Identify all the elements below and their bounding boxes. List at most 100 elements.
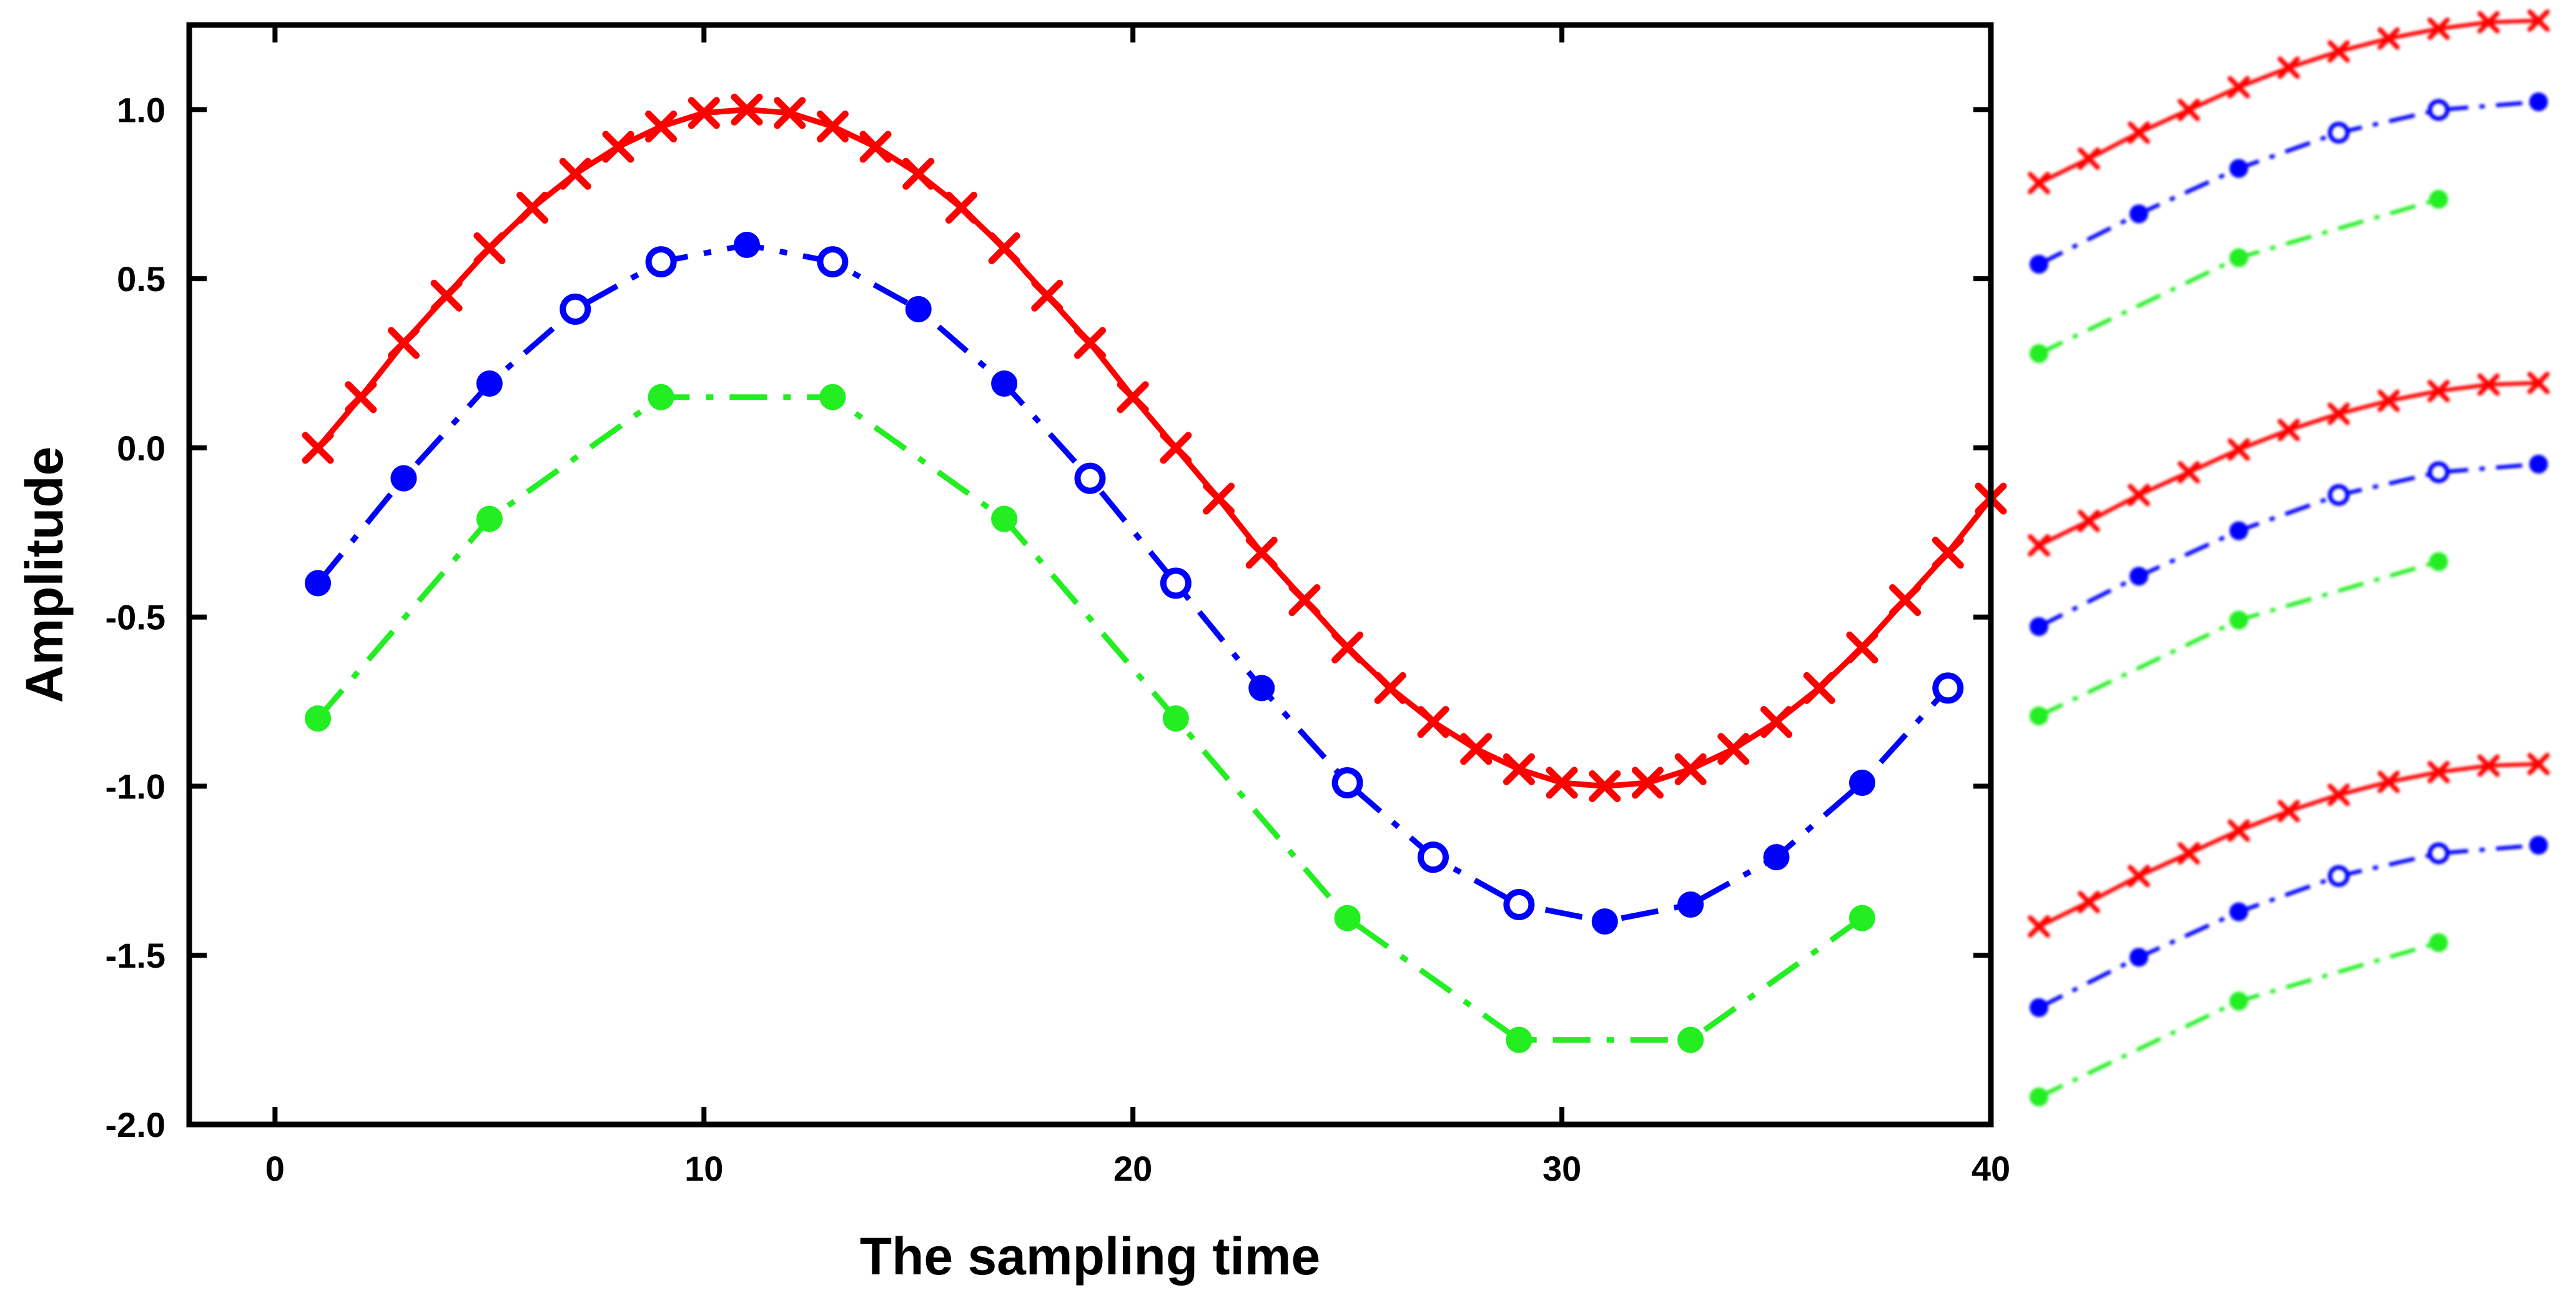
marker-stroke	[774, 97, 806, 129]
series-marker-red	[1331, 631, 1364, 663]
series-marker-red	[602, 131, 634, 163]
y-tick-label: 0.5	[117, 259, 165, 299]
series-marker-red	[859, 131, 892, 163]
series-line-green	[2038, 940, 2439, 1099]
marker-stroke	[2277, 419, 2300, 442]
marker-stroke	[1589, 770, 1621, 802]
series-marker-blue	[733, 232, 760, 258]
ticks-layer: 0 10 20 30 40 1.0 0.5 0.0 -0.5 -1.0 -1.5 -2.0	[106, 25, 2010, 1188]
series-marker-red	[1117, 381, 1149, 414]
series-marker-red	[1460, 733, 1493, 765]
marker-stroke	[559, 157, 591, 190]
series-marker-red	[2228, 76, 2250, 99]
series-marker-red	[2078, 510, 2100, 532]
marker-stroke	[2327, 783, 2350, 806]
series-marker-blue	[2229, 159, 2248, 178]
series-marker-blue	[1503, 889, 1535, 920]
inset-band-2	[2028, 372, 2550, 725]
x-tick-label: 0	[265, 1149, 285, 1188]
series-marker-red	[2277, 419, 2300, 442]
series-marker-green	[2229, 991, 2248, 1011]
series-marker-blue	[2529, 455, 2548, 474]
plot-frame	[186, 22, 1994, 1128]
series-marker-green	[648, 384, 674, 410]
series-marker-red	[302, 432, 334, 464]
series-marker-red	[2477, 11, 2500, 34]
series-marker-red	[516, 191, 549, 224]
series-marker-blue	[1932, 672, 1964, 704]
marker-stroke	[2178, 842, 2200, 865]
marker-stroke	[2178, 461, 2200, 484]
marker-stroke	[2327, 40, 2350, 63]
series-marker-red	[2277, 56, 2300, 79]
series-marker-red	[1932, 537, 1964, 569]
series-marker-blue	[2327, 121, 2350, 144]
series-marker-blue	[390, 465, 417, 492]
series-marker-red	[345, 381, 377, 414]
series-marker-green	[1162, 705, 1189, 732]
marker-stroke	[1674, 753, 1707, 785]
series-marker-blue	[991, 370, 1018, 397]
y-tick-label: -1.5	[106, 936, 166, 975]
series-marker-red	[2178, 842, 2200, 865]
marker-stroke	[945, 191, 977, 224]
marker-stroke	[1331, 631, 1364, 663]
series-marker-red	[2377, 389, 2400, 412]
marker-stroke	[602, 131, 634, 163]
series-marker-blue	[2229, 521, 2248, 540]
series-marker-red	[2078, 147, 2100, 170]
x-tick-label: 30	[1542, 1149, 1581, 1188]
marker-stroke	[1417, 706, 1449, 738]
series-marker-red	[559, 157, 591, 190]
series-layer	[302, 93, 2007, 1053]
series-marker-red	[1803, 672, 1835, 704]
series-marker-red	[2277, 800, 2300, 823]
series-marker-red	[2128, 484, 2150, 507]
x-axis-title: The sampling time	[860, 1227, 1320, 1286]
series-marker-blue	[305, 570, 332, 597]
marker-stroke	[1374, 672, 1406, 704]
marker-stroke	[2028, 915, 2050, 938]
series-marker-red	[2228, 438, 2250, 461]
marker-stroke	[731, 93, 763, 126]
marker-stroke	[2078, 510, 2100, 532]
series-marker-red	[2327, 783, 2350, 806]
series-marker-green	[1677, 1026, 1704, 1053]
marker-stroke	[2078, 147, 2100, 170]
series-marker-red	[2427, 380, 2450, 402]
x-tick-label: 20	[1113, 1149, 1152, 1188]
series-marker-red	[2327, 40, 2350, 63]
marker-stroke	[1932, 537, 1964, 569]
series-marker-red	[1760, 706, 1793, 738]
series-marker-red	[2128, 865, 2150, 888]
series-marker-red	[430, 279, 463, 312]
marker-stroke	[1245, 537, 1278, 569]
inset-band-1	[2028, 9, 2550, 363]
marker-stroke	[2277, 56, 2300, 79]
series-line-blue	[2038, 462, 2539, 628]
series-marker-green	[476, 505, 503, 532]
x-tick-label: 40	[1971, 1149, 2010, 1188]
marker-stroke	[1846, 631, 1878, 663]
series-marker-red	[1031, 279, 1063, 312]
series-marker-green	[2030, 707, 2048, 725]
series-marker-red	[945, 191, 977, 224]
series-line-green	[315, 394, 1864, 1043]
series-line-blue	[2038, 843, 2539, 1010]
marker-stroke	[2377, 27, 2400, 50]
series-marker-blue	[2129, 567, 2148, 586]
series-marker-red	[2128, 121, 2150, 144]
series-marker-blue	[2327, 484, 2350, 506]
y-tick-label: -0.5	[106, 598, 166, 637]
series-marker-red	[1074, 327, 1106, 359]
series-marker-green	[2429, 933, 2448, 952]
series-line-blue	[315, 242, 1950, 925]
marker-stroke	[1760, 706, 1793, 738]
series-marker-green	[1848, 905, 1875, 931]
marker-stroke	[688, 97, 720, 129]
series-marker-blue	[2327, 865, 2350, 887]
marker-stroke	[2477, 754, 2500, 777]
series-marker-red	[2477, 754, 2500, 777]
series-marker-red	[2028, 915, 2050, 938]
marker-stroke	[1117, 381, 1149, 414]
